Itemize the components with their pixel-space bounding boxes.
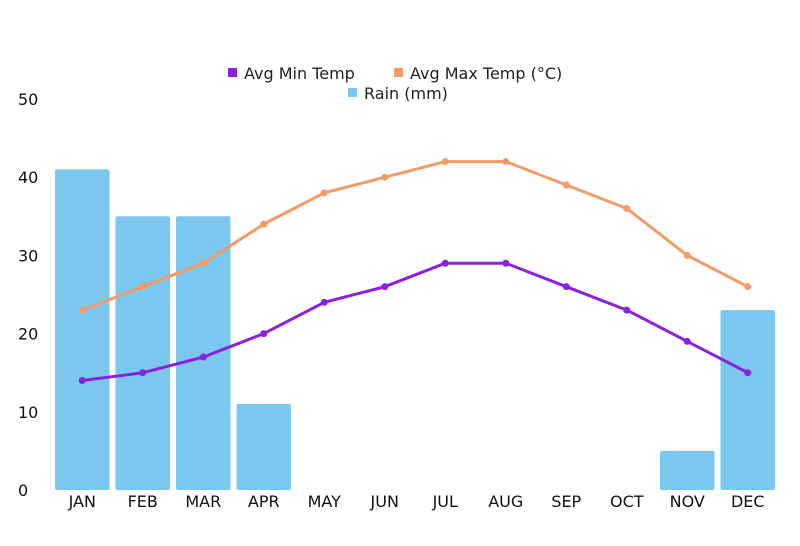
x-tick-label: JUN bbox=[370, 492, 399, 511]
rain-bar bbox=[236, 403, 291, 490]
x-tick-label: APR bbox=[248, 492, 280, 511]
rain-bar bbox=[660, 450, 715, 490]
point-avg-max-temp bbox=[441, 158, 449, 166]
y-tick-label: 30 bbox=[18, 246, 38, 265]
x-tick-label: AUG bbox=[488, 492, 523, 511]
point-avg-max-temp bbox=[502, 158, 510, 166]
point-avg-min-temp bbox=[320, 298, 328, 306]
point-avg-max-temp bbox=[78, 306, 86, 314]
point-avg-min-temp bbox=[381, 283, 389, 291]
legend-label-min: Avg Min Temp bbox=[244, 64, 355, 83]
line-avg-min-temp bbox=[80, 261, 750, 382]
point-avg-max-temp bbox=[683, 251, 691, 259]
y-tick-label: 40 bbox=[18, 168, 38, 187]
y-tick-label: 20 bbox=[18, 325, 38, 344]
x-tick-label: DEC bbox=[731, 492, 765, 511]
legend-label-max: Avg Max Temp (°C) bbox=[410, 64, 562, 83]
point-avg-min-temp bbox=[78, 377, 86, 385]
y-axis: 0 10 20 30 40 50 bbox=[18, 90, 38, 500]
point-avg-min-temp bbox=[441, 259, 449, 267]
x-tick-label: MAY bbox=[308, 492, 342, 511]
point-avg-min-temp bbox=[744, 369, 752, 377]
point-avg-max-temp bbox=[199, 259, 207, 267]
point-avg-min-temp bbox=[683, 337, 691, 345]
point-avg-min-temp bbox=[139, 369, 147, 377]
rain-bar bbox=[115, 216, 170, 491]
rain-bar bbox=[55, 169, 110, 490]
x-tick-label: FEB bbox=[128, 492, 158, 511]
x-tick-label: MAR bbox=[185, 492, 221, 511]
point-avg-min-temp bbox=[502, 259, 510, 267]
point-avg-max-temp bbox=[381, 173, 389, 181]
y-tick-label: 10 bbox=[18, 403, 38, 422]
legend-swatch-rain bbox=[348, 88, 357, 97]
point-avg-min-temp bbox=[199, 353, 207, 361]
point-avg-max-temp bbox=[139, 283, 147, 291]
x-tick-label: JAN bbox=[68, 492, 96, 511]
rain-bar bbox=[720, 310, 775, 490]
legend-swatch-min bbox=[228, 68, 237, 77]
legend-swatch-max bbox=[394, 68, 403, 77]
x-axis: JAN FEB MAR APR MAY JUN JUL AUG SEP OCT NOV DEC bbox=[68, 492, 765, 511]
point-avg-max-temp bbox=[260, 220, 268, 228]
x-tick-label: OCT bbox=[610, 492, 644, 511]
point-avg-max-temp bbox=[623, 204, 631, 212]
point-avg-min-temp bbox=[623, 306, 631, 314]
legend-label-rain: Rain (mm) bbox=[364, 84, 448, 103]
point-avg-max-temp bbox=[744, 283, 752, 291]
x-tick-label: SEP bbox=[551, 492, 581, 511]
x-tick-label: NOV bbox=[670, 492, 705, 511]
x-tick-label: JUL bbox=[432, 492, 458, 511]
rain-bars bbox=[55, 169, 775, 491]
y-tick-label: 0 bbox=[18, 481, 28, 500]
line-avg-max-temp bbox=[80, 160, 750, 312]
point-avg-max-temp bbox=[320, 189, 328, 197]
rain-bar bbox=[176, 216, 231, 491]
point-avg-min-temp bbox=[260, 330, 268, 338]
legend: Avg Min Temp Avg Max Temp (°C) Rain (mm) bbox=[228, 64, 562, 103]
point-avg-min-temp bbox=[562, 283, 570, 291]
y-tick-label: 50 bbox=[18, 90, 38, 109]
point-avg-max-temp bbox=[562, 181, 570, 189]
temp-lines bbox=[78, 158, 752, 385]
